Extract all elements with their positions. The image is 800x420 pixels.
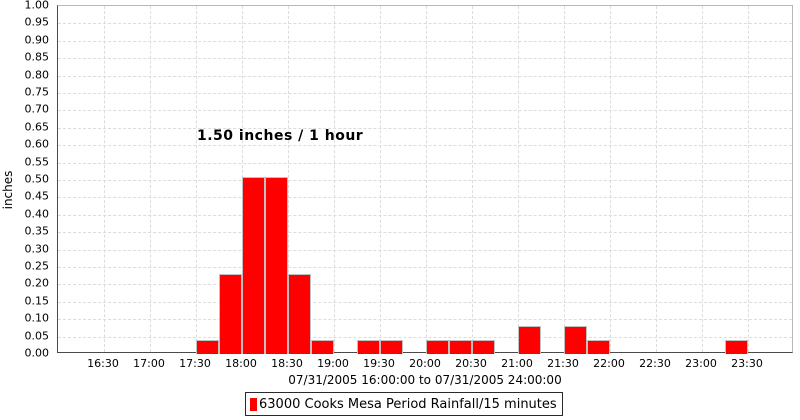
- x-tick-label: 18:00: [225, 357, 257, 370]
- y-tick-label: 0.15: [24, 294, 50, 308]
- y-tick-label: 0.20: [24, 276, 50, 290]
- h-gridline: [58, 249, 792, 251]
- h-gridline: [58, 267, 792, 268]
- v-gridline: [610, 6, 611, 352]
- x-tick-label: 22:00: [593, 357, 625, 370]
- v-gridline: [564, 6, 565, 352]
- h-gridline: [58, 110, 792, 112]
- v-gridline: [334, 6, 335, 352]
- y-tick-label: 0.25: [24, 259, 50, 273]
- rain-bar-17:45: [219, 274, 242, 354]
- legend-series-label: 63000 Cooks Mesa Period Rainfall/15 minu…: [259, 396, 557, 412]
- y-tick-label: 0.55: [24, 155, 50, 169]
- x-tick-label: 19:30: [363, 357, 395, 370]
- v-gridline: [656, 6, 657, 352]
- v-gridline: [518, 6, 519, 352]
- y-tick-label: 0.90: [24, 33, 50, 47]
- x-tick-label: 22:30: [639, 357, 671, 370]
- rain-bar-20:15: [449, 340, 472, 354]
- rain-bar-19:15: [357, 340, 380, 354]
- v-gridline: [702, 6, 703, 352]
- legend-swatch-icon: [250, 397, 257, 411]
- h-gridline: [58, 319, 792, 321]
- x-tick-label: 21:30: [547, 357, 579, 370]
- y-tick-label: 0.80: [24, 68, 50, 82]
- h-gridline: [58, 145, 792, 147]
- x-tick-label: 17:00: [133, 357, 165, 370]
- h-gridline: [58, 284, 792, 286]
- y-tick-label: 0.10: [24, 311, 50, 325]
- peak-rate-annotation: 1.50 inches / 1 hour: [197, 128, 364, 144]
- rain-bar-20:30: [472, 340, 495, 354]
- x-tick-label: 16:30: [87, 357, 119, 370]
- x-tick-label: 18:30: [271, 357, 303, 370]
- rain-bar-21:30: [564, 326, 587, 354]
- v-gridline: [380, 6, 381, 352]
- h-gridline: [58, 214, 792, 216]
- y-tick-label: 0.30: [24, 242, 50, 256]
- y-tick-label: 0.40: [24, 207, 50, 221]
- v-gridline: [288, 6, 289, 352]
- y-tick-label: 0.05: [24, 329, 50, 343]
- x-tick-label: 23:30: [731, 357, 763, 370]
- h-gridline: [58, 232, 792, 234]
- v-gridline: [196, 6, 197, 352]
- rain-bar-18:30: [288, 274, 311, 354]
- y-tick-label: 0.75: [24, 85, 50, 99]
- rain-bar-19:30: [380, 340, 403, 354]
- h-gridline: [58, 301, 792, 303]
- x-tick-label: 20:00: [409, 357, 441, 370]
- rain-bar-20:00: [426, 340, 449, 354]
- h-gridline: [58, 58, 792, 60]
- x-tick-label: 20:30: [455, 357, 487, 370]
- y-tick-label: 0.00: [24, 346, 50, 360]
- v-gridline: [426, 6, 427, 352]
- x-axis-range-label: 07/31/2005 16:00:00 to 07/31/2005 24:00:…: [288, 373, 562, 387]
- h-gridline: [58, 40, 792, 42]
- y-tick-label: 0.65: [24, 120, 50, 134]
- rain-bar-21:45: [587, 340, 610, 354]
- y-tick-label: 0.85: [24, 50, 50, 64]
- y-tick-label: 0.50: [24, 172, 50, 186]
- x-tick-label: 17:30: [179, 357, 211, 370]
- x-tick-label: 21:00: [501, 357, 533, 370]
- v-gridline: [104, 6, 105, 352]
- h-gridline: [58, 162, 792, 164]
- h-gridline: [58, 180, 792, 181]
- y-tick-label: 0.35: [24, 224, 50, 238]
- rain-bar-18:45: [311, 340, 334, 354]
- h-gridline: [58, 127, 792, 129]
- v-gridline: [150, 6, 151, 352]
- rain-bar-17:30: [196, 340, 219, 354]
- rain-bar-18:15: [265, 177, 288, 354]
- v-gridline: [472, 6, 473, 352]
- rain-bar-23:15: [725, 340, 748, 354]
- v-gridline: [748, 6, 749, 352]
- y-tick-label: 1.00: [24, 0, 50, 12]
- h-gridline: [58, 23, 792, 25]
- h-gridline: [58, 75, 792, 77]
- y-tick-label: 0.95: [24, 15, 50, 29]
- rain-bar-21:00: [518, 326, 541, 354]
- x-tick-label: 19:00: [317, 357, 349, 370]
- y-axis-tick-labels: 0.00 0.05 0.10 0.15 0.20 0.25 0.30 0.35 0.40 0.45…: [0, 0, 53, 420]
- x-tick-label: 23:00: [685, 357, 717, 370]
- y-tick-label: 0.45: [24, 189, 50, 203]
- y-tick-label: 0.60: [24, 137, 50, 151]
- h-gridline: [58, 93, 792, 94]
- h-gridline: [58, 197, 792, 199]
- h-gridline: [58, 336, 792, 338]
- plot-area: [57, 5, 793, 354]
- y-tick-label: 0.70: [24, 102, 50, 116]
- rain-bar-18:00: [242, 177, 265, 354]
- legend: 63000 Cooks Mesa Period Rainfall/15 minu…: [245, 392, 563, 416]
